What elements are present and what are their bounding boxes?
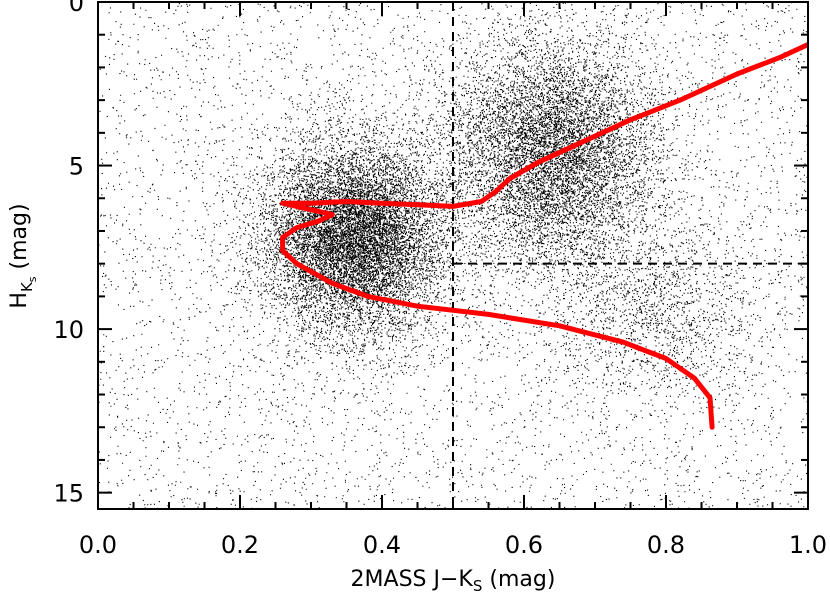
- y-tick-label: 0: [69, 0, 84, 17]
- dashed-guides: [452, 2, 808, 509]
- x-tick-label: 0.6: [505, 531, 543, 559]
- x-axis-label: 2MASS J−KS (mag): [351, 567, 556, 595]
- x-tick-label: 0.8: [647, 531, 685, 559]
- x-tick-label: 0.0: [79, 531, 117, 559]
- y-tick-label: 5: [69, 153, 84, 181]
- x-tick-labels: 0.0 0.2 0.4 0.6 0.8 1.0: [79, 531, 827, 559]
- x-tick-label: 1.0: [789, 531, 827, 559]
- isochrone-curve: [280, 42, 808, 430]
- curve-line: [280, 42, 808, 430]
- y-axis-label: HKs (mag): [7, 203, 39, 308]
- plot-area: [97, 1, 809, 510]
- y-tick-label: 15: [53, 480, 84, 508]
- y-tick-label: 10: [53, 316, 84, 344]
- x-tick-label: 0.4: [363, 531, 401, 559]
- axis-ticks: [97, 1, 809, 509]
- x-tick-label: 0.2: [221, 531, 259, 559]
- y-tick-labels: 0 5 10 15: [53, 0, 84, 508]
